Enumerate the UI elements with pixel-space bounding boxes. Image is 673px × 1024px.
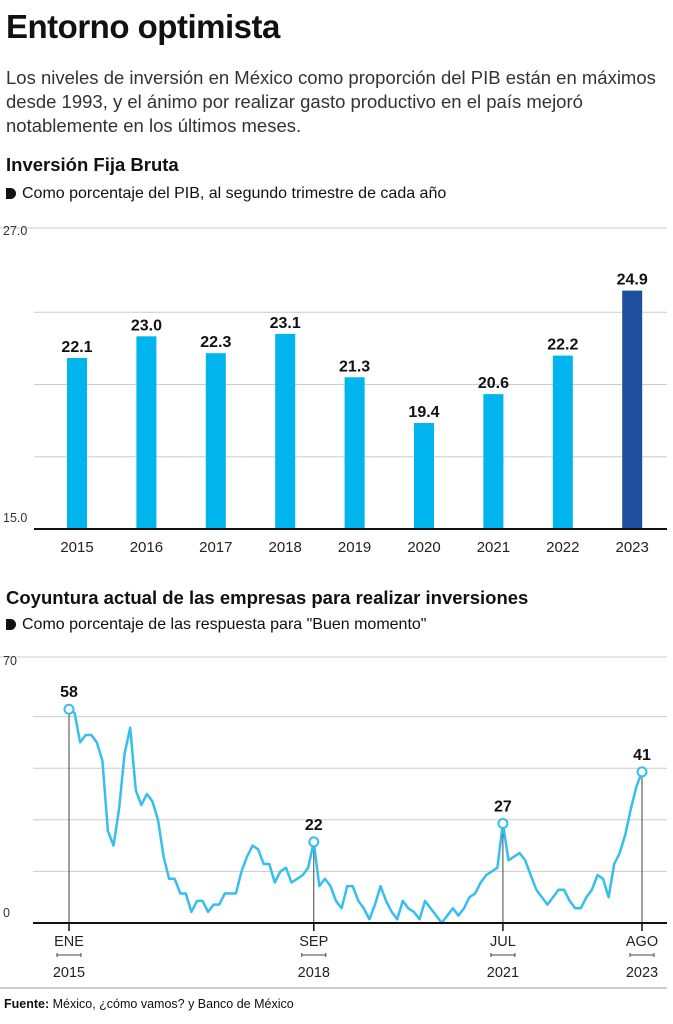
bar-2019 xyxy=(344,377,365,529)
x-tick-year: 2023 xyxy=(626,965,658,981)
bar-2020 xyxy=(414,423,434,529)
x-tick-label: 2020 xyxy=(407,539,440,556)
y-tick-label-max: 70 xyxy=(3,654,17,668)
x-tick-month: ENE xyxy=(54,934,84,950)
annotation-marker xyxy=(636,766,648,778)
bar-chart-subtitle: Como porcentaje del PIB, al segundo trim… xyxy=(22,185,447,202)
annotation-value-label: 58 xyxy=(60,684,78,701)
x-tick-month: AGO xyxy=(626,934,658,950)
x-tick-label: 2022 xyxy=(546,539,579,556)
source-note: Fuente: México, ¿cómo vamos? y Banco de … xyxy=(4,997,294,1011)
bar-2022 xyxy=(552,355,573,529)
y-tick-label-max: 27.0 xyxy=(3,224,27,238)
bar-2017 xyxy=(205,353,226,529)
bar-value-label: 23.0 xyxy=(131,317,162,334)
annotation-value-label: 22 xyxy=(305,817,323,834)
line-chart-subtitle: Como porcentaje de las respuesta para "B… xyxy=(22,616,427,633)
x-tick-label: 2019 xyxy=(338,539,371,556)
bar-chart-title: Inversión Fija Bruta xyxy=(6,154,179,175)
bar-value-label: 22.1 xyxy=(61,339,92,356)
bar-2021 xyxy=(483,394,504,529)
x-tick-label: 2017 xyxy=(199,539,232,556)
x-tick-bracket xyxy=(56,953,82,957)
bar-value-label: 22.3 xyxy=(200,334,231,351)
annotation-marker xyxy=(497,817,509,829)
bar-value-label: 24.9 xyxy=(617,272,648,289)
bar-value-label: 19.4 xyxy=(408,404,439,421)
bullet-icon xyxy=(6,619,16,630)
line-chart-title: Coyuntura actual de las empresas para re… xyxy=(6,587,529,608)
bar-chart-subtitle-row: Como porcentaje del PIB, al segundo trim… xyxy=(6,185,446,203)
bar-2015 xyxy=(67,358,87,529)
x-tick-label: 2021 xyxy=(477,539,510,556)
series-line xyxy=(68,708,644,925)
x-tick-label: 2015 xyxy=(60,539,93,556)
line-chart-subtitle-row: Como porcentaje de las respuesta para "B… xyxy=(6,616,426,634)
x-tick-year: 2021 xyxy=(487,965,519,981)
x-tick-year: 2018 xyxy=(298,965,330,981)
x-tick-year: 2015 xyxy=(53,965,85,981)
x-tick-bracket xyxy=(301,953,327,957)
bar-value-label: 22.2 xyxy=(547,337,578,354)
headline: Entorno optimista xyxy=(6,8,280,45)
bullet-icon xyxy=(6,188,16,199)
y-tick-label-min: 0 xyxy=(3,906,10,920)
bar-value-label: 23.1 xyxy=(270,315,301,332)
x-tick-month: SEP xyxy=(299,934,328,950)
x-tick-label: 2016 xyxy=(130,539,163,556)
bar-value-label: 21.3 xyxy=(339,358,370,375)
annotation-value-label: 27 xyxy=(494,798,512,815)
x-tick-label: 2023 xyxy=(616,539,649,556)
bar-value-label: 20.6 xyxy=(478,375,509,392)
bar-2023 xyxy=(622,290,643,529)
x-tick-bracket xyxy=(490,953,516,957)
source-label: Fuente: xyxy=(4,997,50,1011)
y-tick-label-min: 15.0 xyxy=(3,511,27,525)
bar-chart: 27.0 15.0 22.1 2015 23.0 2016 22.3 2017 23.1 2018… xyxy=(0,224,667,556)
bar-2018 xyxy=(275,333,296,529)
intro-text: Los niveles de inversión en México como … xyxy=(6,67,656,136)
annotation-marker xyxy=(308,836,320,848)
x-tick-bracket xyxy=(629,953,655,957)
line-chart: 70 0 58 22 27 41 ENE 2015 SEP 2018 JUL 2021 AGO 2023 xyxy=(0,654,667,989)
x-tick-month: JUL xyxy=(490,934,516,950)
annotation-value-label: 41 xyxy=(633,747,651,764)
source-text: México, ¿cómo vamos? y Banco de México xyxy=(49,997,294,1011)
bar-2016 xyxy=(136,336,157,529)
x-tick-label: 2018 xyxy=(269,539,302,556)
annotation-marker xyxy=(63,703,75,715)
